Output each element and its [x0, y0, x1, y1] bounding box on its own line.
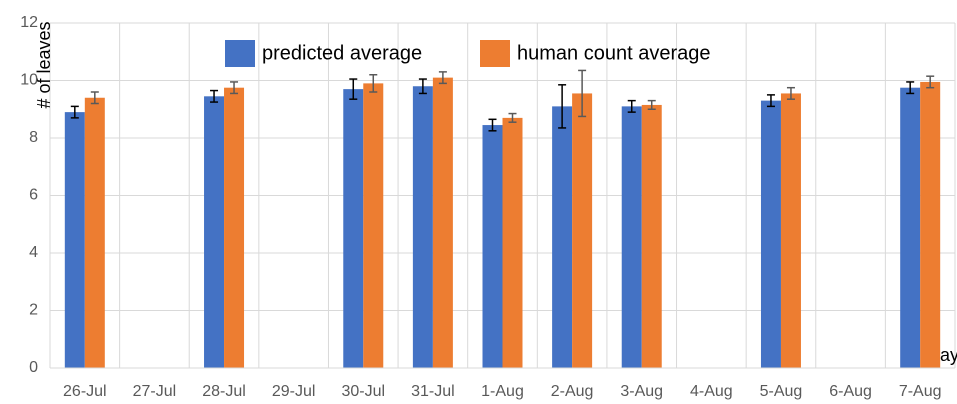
y-tick-label: 0: [29, 359, 38, 376]
bar: [204, 96, 225, 368]
error-bar: [578, 69, 587, 118]
bar: [760, 100, 781, 368]
y-tick-label: 12: [20, 14, 38, 31]
error-bar: [349, 78, 358, 100]
bar: [552, 106, 573, 368]
y-tick-label: 4: [29, 244, 38, 261]
x-tick-label: 30-Jul: [341, 383, 385, 400]
x-tick-label: 7-Aug: [899, 383, 942, 400]
x-tick-label: 6-Aug: [829, 383, 872, 400]
error-bar: [418, 78, 427, 95]
bar: [920, 81, 941, 368]
x-tick-label: 28-Jul: [202, 383, 246, 400]
y-tick-label: 8: [29, 129, 38, 146]
bar: [363, 83, 384, 368]
x-tick-label: 4-Aug: [690, 383, 733, 400]
error-bar: [488, 118, 497, 132]
x-tick-label: 31-Jul: [411, 383, 455, 400]
bar: [641, 104, 662, 368]
error-bar: [210, 89, 219, 103]
x-tick-label: 5-Aug: [760, 383, 803, 400]
bar: [482, 125, 503, 368]
y-tick-label: 10: [20, 72, 38, 89]
bar: [343, 89, 364, 368]
bar: [84, 97, 105, 368]
legend-swatch: [480, 40, 510, 67]
bar: [621, 106, 642, 368]
y-axis-label: # of leaves: [34, 21, 54, 108]
bar: [224, 87, 245, 368]
error-bar: [508, 112, 517, 123]
bar: [64, 112, 85, 368]
error-bar: [766, 94, 775, 108]
error-bar: [438, 71, 447, 85]
x-tick-label: 29-Jul: [272, 383, 316, 400]
bar: [432, 77, 453, 368]
legend-swatch: [225, 40, 255, 67]
error-bar: [90, 91, 99, 105]
error-bar: [558, 84, 567, 129]
error-bar: [786, 86, 795, 100]
error-bar: [230, 81, 239, 95]
bar: [780, 93, 801, 368]
error-bar: [369, 74, 378, 93]
legend-label: predicted average: [262, 42, 422, 64]
bar: [900, 87, 921, 368]
bar: [412, 86, 433, 368]
error-bar: [906, 81, 915, 95]
error-bar: [647, 99, 656, 110]
error-bar: [70, 105, 79, 119]
x-tick-label: 26-Jul: [63, 383, 107, 400]
error-bar: [627, 99, 636, 113]
x-tick-label: 1-Aug: [481, 383, 524, 400]
bar: [572, 93, 593, 368]
x-tick-label: 3-Aug: [620, 383, 663, 400]
error-bar: [926, 75, 935, 89]
x-tick-label: 2-Aug: [551, 383, 594, 400]
y-tick-label: 2: [29, 302, 38, 319]
y-tick-label: 6: [29, 187, 38, 204]
bar: [502, 117, 523, 368]
legend-label: human count average: [517, 42, 710, 64]
x-tick-label: 27-Jul: [133, 383, 177, 400]
